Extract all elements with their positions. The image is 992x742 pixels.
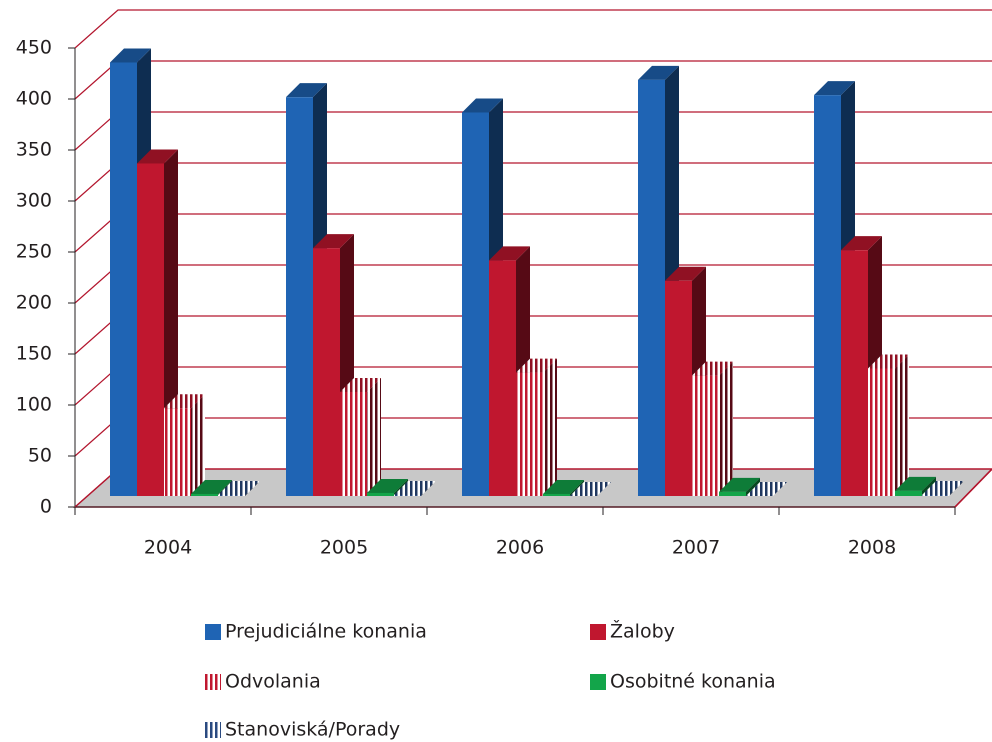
bar (638, 79, 665, 496)
legend-label: Osobitné konania (610, 671, 776, 693)
legend-swatch (205, 722, 221, 738)
bar-top (922, 480, 963, 495)
bar-top (665, 266, 706, 281)
bar-top (313, 234, 354, 249)
bar (394, 494, 421, 496)
bar-top (516, 358, 557, 373)
y-tick-label: 250 (16, 241, 52, 263)
bar-top (367, 478, 408, 493)
bar (462, 112, 489, 496)
bar-top (218, 480, 259, 495)
bar-top (570, 482, 611, 496)
bar-top (692, 361, 733, 376)
bar-side (719, 361, 733, 496)
bar-top (543, 479, 584, 494)
bar-side (895, 354, 909, 496)
bar-side (421, 480, 435, 496)
y-tick-label: 0 (40, 496, 52, 518)
x-tick-label: 2008 (848, 537, 896, 559)
legend-label: Žaloby (610, 620, 675, 643)
bar-top (164, 394, 205, 409)
legend-label: Prejudiciálne konania (225, 621, 427, 643)
bar-top (110, 48, 151, 63)
bar (841, 250, 868, 496)
bar (719, 491, 746, 496)
bar (367, 492, 394, 496)
bar-side (367, 377, 381, 496)
bar (164, 408, 191, 496)
bar-side (543, 358, 557, 496)
y-tick-label: 300 (16, 190, 52, 212)
bar-top (286, 83, 327, 98)
bar-side (949, 480, 963, 496)
bar (218, 494, 245, 496)
bar (137, 163, 164, 497)
legend-swatch (205, 674, 221, 690)
x-tick-label: 2005 (320, 537, 368, 559)
legend-swatch (590, 624, 606, 640)
bar-top (895, 476, 936, 491)
x-tick-label: 2007 (672, 537, 720, 559)
bar-side (570, 479, 584, 496)
bar (286, 97, 313, 497)
bar-side (191, 394, 205, 496)
bar-top (489, 246, 530, 261)
bar-top (638, 65, 679, 80)
legend-label: Stanoviská/Porady (225, 719, 400, 741)
grid-line (74, 9, 992, 49)
x-axis-depth (954, 468, 992, 508)
bar-top (340, 377, 381, 392)
bar (489, 260, 516, 496)
y-tick-label: 100 (16, 394, 52, 416)
bar-side (245, 480, 259, 496)
bar-top (462, 98, 503, 113)
x-tick-label: 2004 (144, 537, 192, 559)
bar (543, 493, 570, 496)
bar-top (137, 149, 178, 164)
y-tick-label: 350 (16, 139, 52, 161)
bar-side (922, 476, 936, 496)
bar (313, 248, 340, 496)
y-tick-label: 200 (16, 292, 52, 314)
bar-top (868, 354, 909, 369)
bar (692, 375, 719, 496)
legend-swatch (205, 624, 221, 640)
bar-top (191, 479, 232, 494)
y-tick-label: 400 (16, 88, 52, 110)
bar (191, 493, 218, 496)
legend-label: Odvolania (225, 671, 321, 693)
x-tick-label: 2006 (496, 537, 544, 559)
bar (814, 95, 841, 496)
bar-top (814, 81, 855, 96)
bar-side (746, 477, 760, 496)
bar (922, 494, 949, 496)
legend-swatch (590, 674, 606, 690)
bar-top (394, 480, 435, 495)
bar (516, 372, 543, 496)
bar-top (746, 482, 787, 496)
bar (895, 490, 922, 496)
y-tick-label: 450 (16, 37, 52, 59)
bar (868, 368, 895, 496)
y-tick-label: 50 (28, 445, 52, 467)
bar (110, 62, 137, 496)
bar-top (719, 477, 760, 492)
bar (340, 391, 367, 496)
bar (665, 280, 692, 496)
bar-top (841, 236, 882, 251)
y-tick-label: 150 (16, 343, 52, 365)
